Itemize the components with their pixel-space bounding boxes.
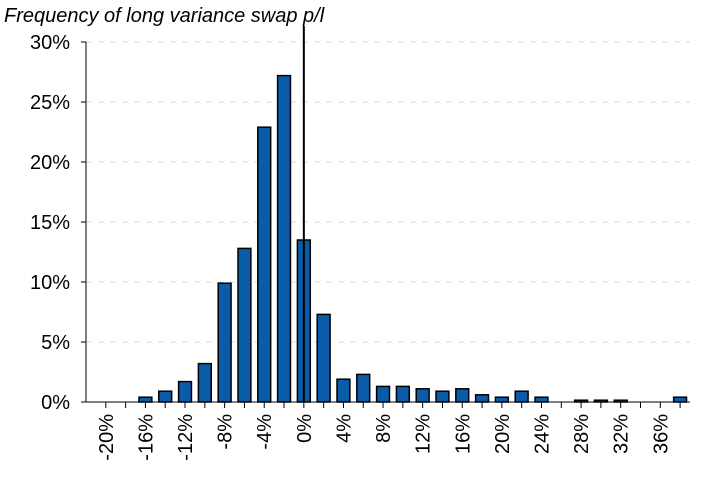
bar: [672, 396, 688, 403]
bar: [257, 126, 272, 403]
bar: [158, 390, 173, 403]
chart-title: Frequency of long variance swap p/l: [4, 5, 325, 27]
y-tick-label: 20%: [30, 152, 70, 174]
axes: [81, 26, 690, 408]
x-tick-label: 8%: [373, 414, 395, 443]
y-tick-labels: 0% 5% 10% 15% 20% 25% 30%: [30, 32, 70, 414]
x-tick-label: -12%: [175, 414, 197, 461]
bar: [316, 313, 331, 403]
bar: [435, 390, 450, 403]
gridlines: [86, 41, 690, 343]
bars: [138, 74, 688, 403]
bar: [395, 385, 411, 403]
bar: [177, 380, 193, 403]
x-tick-label: 28%: [571, 414, 593, 454]
bar: [415, 388, 430, 403]
bar: [534, 396, 549, 403]
bar: [237, 247, 252, 403]
bar: [276, 74, 292, 403]
x-tick-label: -4%: [254, 414, 276, 450]
y-tick-label: 5%: [41, 332, 70, 354]
x-tick-labels: -20% -16% -12% -8% -4% 0% 4% 8% 12% 16% 20% 24% 28% 3…: [96, 414, 672, 461]
bar: [356, 373, 371, 403]
x-tick-label: 24%: [531, 414, 553, 454]
y-tick-label: 0%: [41, 392, 70, 414]
x-tick-label: 4%: [333, 414, 355, 443]
bar: [474, 394, 490, 403]
y-tick-label: 15%: [30, 212, 70, 234]
x-tick-label: 32%: [611, 414, 633, 454]
x-tick-label: 12%: [413, 414, 435, 454]
x-tick-label: 0%: [294, 414, 316, 443]
bar: [217, 282, 232, 403]
x-tick-label: -8%: [215, 414, 237, 450]
bar: [138, 396, 153, 403]
x-tick-label: -20%: [96, 414, 118, 461]
x-tick-label: 20%: [492, 414, 514, 454]
bar: [455, 388, 470, 403]
x-tick-label: 36%: [650, 414, 672, 454]
x-tick-label: -16%: [135, 414, 157, 461]
y-tick-label: 30%: [30, 32, 70, 54]
bar: [336, 378, 351, 403]
y-tick-label: 25%: [30, 92, 70, 114]
bar: [375, 385, 391, 403]
bar: [197, 362, 213, 403]
bar: [514, 390, 529, 403]
x-tick-label: 16%: [452, 414, 474, 454]
y-tick-label: 10%: [30, 272, 70, 294]
bar: [494, 396, 510, 403]
